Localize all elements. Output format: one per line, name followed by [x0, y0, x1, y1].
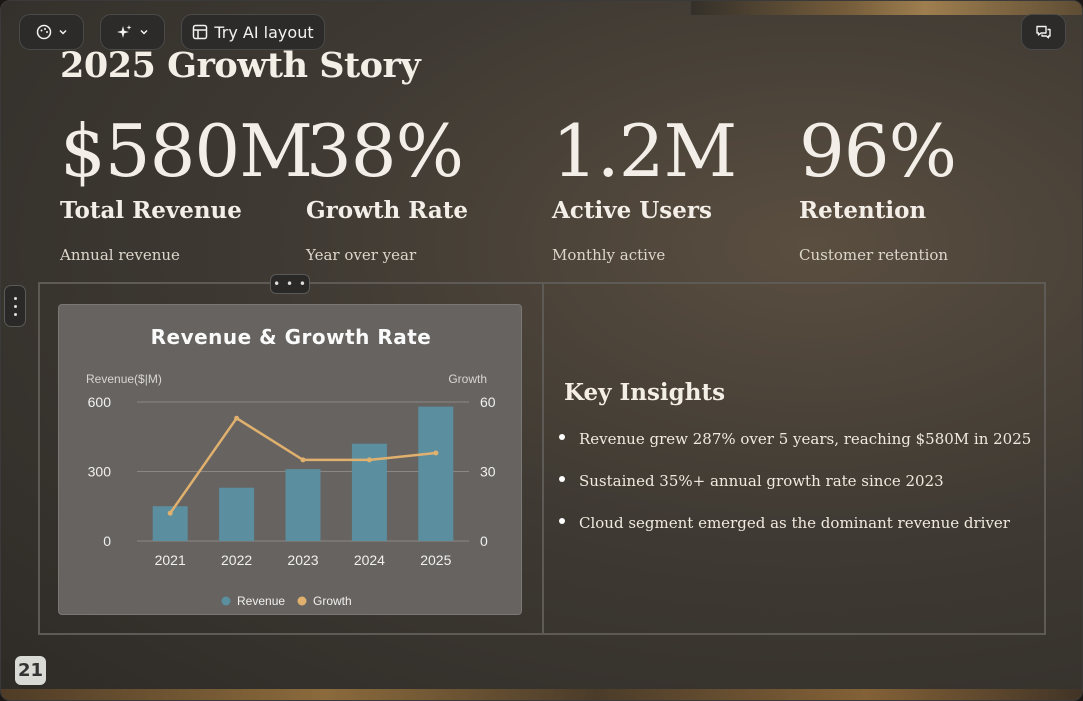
column-divider[interactable]: [542, 283, 544, 634]
legend-label-revenue: Revenue: [237, 594, 285, 608]
x-tick-label: 2025: [420, 552, 451, 568]
revenue-growth-chart: 0 0 300 30 600 60 Revenue($|M) Growth 2021 2022 20…: [86, 372, 496, 608]
y2-tick-label: 0: [480, 533, 488, 549]
drag-handle-horizontal[interactable]: • • •: [270, 274, 310, 294]
metric-subtitle: Year over year: [306, 246, 417, 264]
insight-text: Revenue grew 287% over 5 years, reaching…: [579, 430, 1032, 448]
x-tick-label: 2021: [155, 552, 186, 568]
theme-button[interactable]: [19, 14, 84, 50]
legend-swatch-growth: [297, 596, 307, 606]
metric-label: Retention: [799, 197, 927, 224]
insight-text: Cloud segment emerged as the dominant re…: [579, 514, 1010, 532]
y-axis-label: Revenue($|M): [86, 372, 162, 386]
point-growth: [366, 457, 372, 463]
try-ai-layout-button[interactable]: Try AI layout: [181, 14, 325, 50]
page-number[interactable]: 21: [15, 656, 46, 685]
insight-item: Cloud segment emerged as the dominant re…: [559, 514, 1010, 532]
sparkles-icon: [116, 24, 133, 41]
insight-item: Sustained 35%+ annual growth rate since …: [559, 472, 944, 490]
bullet-icon: [559, 476, 565, 482]
x-tick-label: 2023: [287, 552, 318, 568]
chart-card[interactable]: Revenue & Growth Rate 0 0 300 30 600 60 Revenu…: [58, 304, 522, 615]
point-growth: [167, 510, 173, 516]
insight-text: Sustained 35%+ annual growth rate since …: [579, 472, 944, 490]
metric-retention: 96% Retention Customer retention: [799, 109, 957, 264]
x-tick-label: 2022: [221, 552, 252, 568]
metric-subtitle: Customer retention: [799, 246, 949, 264]
metric-growth-rate: 38% Growth Rate Year over year: [306, 109, 468, 264]
metric-label: Growth Rate: [306, 197, 469, 224]
drag-handle-vertical[interactable]: [4, 285, 26, 327]
metric-subtitle: Annual revenue: [60, 246, 180, 264]
point-growth: [300, 457, 306, 463]
layout-icon: [192, 24, 208, 40]
slide-title: 2025 Growth Story: [60, 45, 421, 86]
chevron-down-icon: [139, 27, 149, 37]
background-light-bottom: [1, 689, 1082, 700]
metric-subtitle: Monthly active: [552, 246, 666, 264]
ai-menu-button[interactable]: [100, 14, 165, 50]
metric-value: $580M: [60, 109, 313, 193]
metric-total-revenue: $580M Total Revenue Annual revenue: [60, 109, 313, 264]
metric-value: 1.2M: [552, 109, 737, 193]
point-growth: [433, 450, 439, 456]
legend-swatch-revenue: [221, 596, 231, 606]
bar-revenue: [219, 487, 255, 541]
x-tick-label: 2024: [354, 552, 385, 568]
insights-title: Key Insights: [564, 379, 726, 406]
bar-revenue: [285, 469, 321, 541]
comments-button[interactable]: [1021, 14, 1066, 50]
bullet-icon: [559, 518, 565, 524]
y-tick-label: 600: [88, 394, 112, 410]
y-tick-label: 0: [103, 533, 111, 549]
point-growth: [234, 415, 240, 421]
metric-active-users: 1.2M Active Users Monthly active: [552, 109, 737, 264]
metric-value: 96%: [799, 109, 957, 193]
metric-label: Total Revenue: [60, 197, 242, 224]
y2-tick-label: 60: [480, 394, 496, 410]
background-light: [691, 1, 1082, 15]
palette-icon: [36, 24, 52, 40]
chart-title: Revenue & Growth Rate: [150, 325, 432, 349]
metric-value: 38%: [306, 109, 464, 193]
bullet-icon: [559, 434, 565, 440]
y2-axis-label: Growth: [448, 372, 487, 386]
legend-label-growth: Growth: [313, 594, 352, 608]
bar-revenue: [418, 406, 454, 541]
chevron-down-icon: [58, 27, 68, 37]
chat-bubbles-icon: [1035, 24, 1052, 41]
insight-item: Revenue grew 287% over 5 years, reaching…: [559, 430, 1031, 448]
metric-label: Active Users: [552, 197, 712, 224]
y-tick-label: 300: [88, 464, 112, 480]
y2-tick-label: 30: [480, 464, 496, 480]
try-ai-layout-label: Try AI layout: [214, 22, 314, 42]
